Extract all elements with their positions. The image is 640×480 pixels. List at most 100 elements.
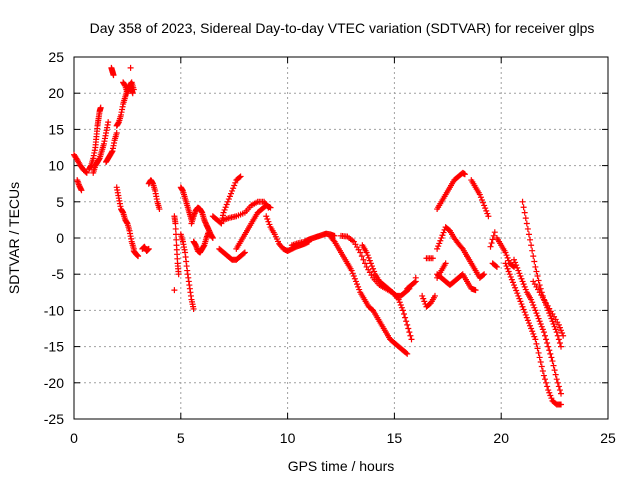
data-point [171,287,178,294]
data-point [231,182,238,189]
y-tick-label: -5 [52,266,65,282]
data-point [493,263,500,270]
data-point [237,173,244,180]
data-point [264,215,271,222]
data-point [419,292,426,299]
y-tick-label: 20 [48,85,64,101]
data-point [520,281,527,288]
data-point [491,229,498,236]
data-point [506,271,513,278]
data-point [458,244,465,251]
data-point [540,372,547,379]
data-point [481,271,488,278]
data-point [519,278,526,285]
data-point [556,324,563,331]
data-point [535,349,542,356]
data-point [511,256,518,263]
data-point [519,198,526,205]
data-point [524,225,531,232]
data-point [551,367,558,374]
x-tick-label: 15 [387,430,403,446]
x-tick-label: 25 [600,430,616,446]
data-point [265,218,272,225]
data-point [477,194,484,201]
data-point [232,179,239,186]
data-point [472,287,479,294]
data-point [175,271,182,278]
data-point [530,301,537,308]
data-point [405,325,412,332]
data-point [412,274,419,281]
y-tick-label: -15 [44,339,64,355]
data-point [397,301,404,308]
data-point [516,270,523,277]
data-point [545,343,552,350]
data-point [529,328,536,335]
data-point [220,209,227,216]
data-point [553,329,560,336]
data-point [440,229,447,236]
y-tick-label: 10 [48,158,64,174]
y-tick-label: -25 [44,411,64,427]
data-point [514,264,521,271]
data-point [552,371,559,378]
data-point [537,358,544,365]
data-point [534,345,541,352]
data-point [411,279,418,286]
x-tick-label: 0 [70,430,78,446]
data-point [537,320,544,327]
data-point [517,298,524,305]
data-point [532,336,539,343]
data-point [509,279,516,286]
data-point [532,263,539,270]
data-point [514,290,521,297]
data-point [226,193,233,200]
data-point [402,314,409,321]
data-point [396,299,403,306]
data-point [553,376,560,383]
data-point [532,307,539,314]
data-point [398,304,405,311]
data-point [404,321,411,328]
data-point [504,265,511,272]
data-point [554,332,561,339]
y-axis: -25 -20 -15 -10 -5 0 5 10 15 20 25 [44,49,608,427]
data-point [523,314,530,321]
data-point [555,336,562,343]
data-point [551,323,558,330]
data-point [525,231,532,238]
data-point [403,349,410,356]
data-point [488,240,495,247]
data-point [439,232,446,239]
data-point [408,336,415,343]
data-point [546,347,553,354]
y-tick-label: 5 [56,194,64,210]
data-point [518,301,525,308]
data-point [354,281,361,288]
data-point [435,243,442,250]
data-point [520,204,527,211]
data-point [502,249,509,256]
data-point [156,206,163,213]
data-point [507,273,514,280]
data-point [224,198,231,205]
data-point [357,249,364,256]
data-point [367,260,374,267]
data-point [536,318,543,325]
data-point [355,283,362,290]
data-point [480,199,487,206]
data-point [543,379,550,386]
data-point [558,401,565,408]
data-point [490,232,497,239]
data-point [512,259,519,266]
data-point [509,263,516,270]
data-point [481,202,488,209]
data-point [503,252,510,259]
data-point [528,325,535,332]
data-point [263,213,270,220]
data-point [516,295,523,302]
data-point [356,286,363,293]
data-point [527,236,534,243]
data-point [438,235,445,241]
data-point [522,286,529,293]
